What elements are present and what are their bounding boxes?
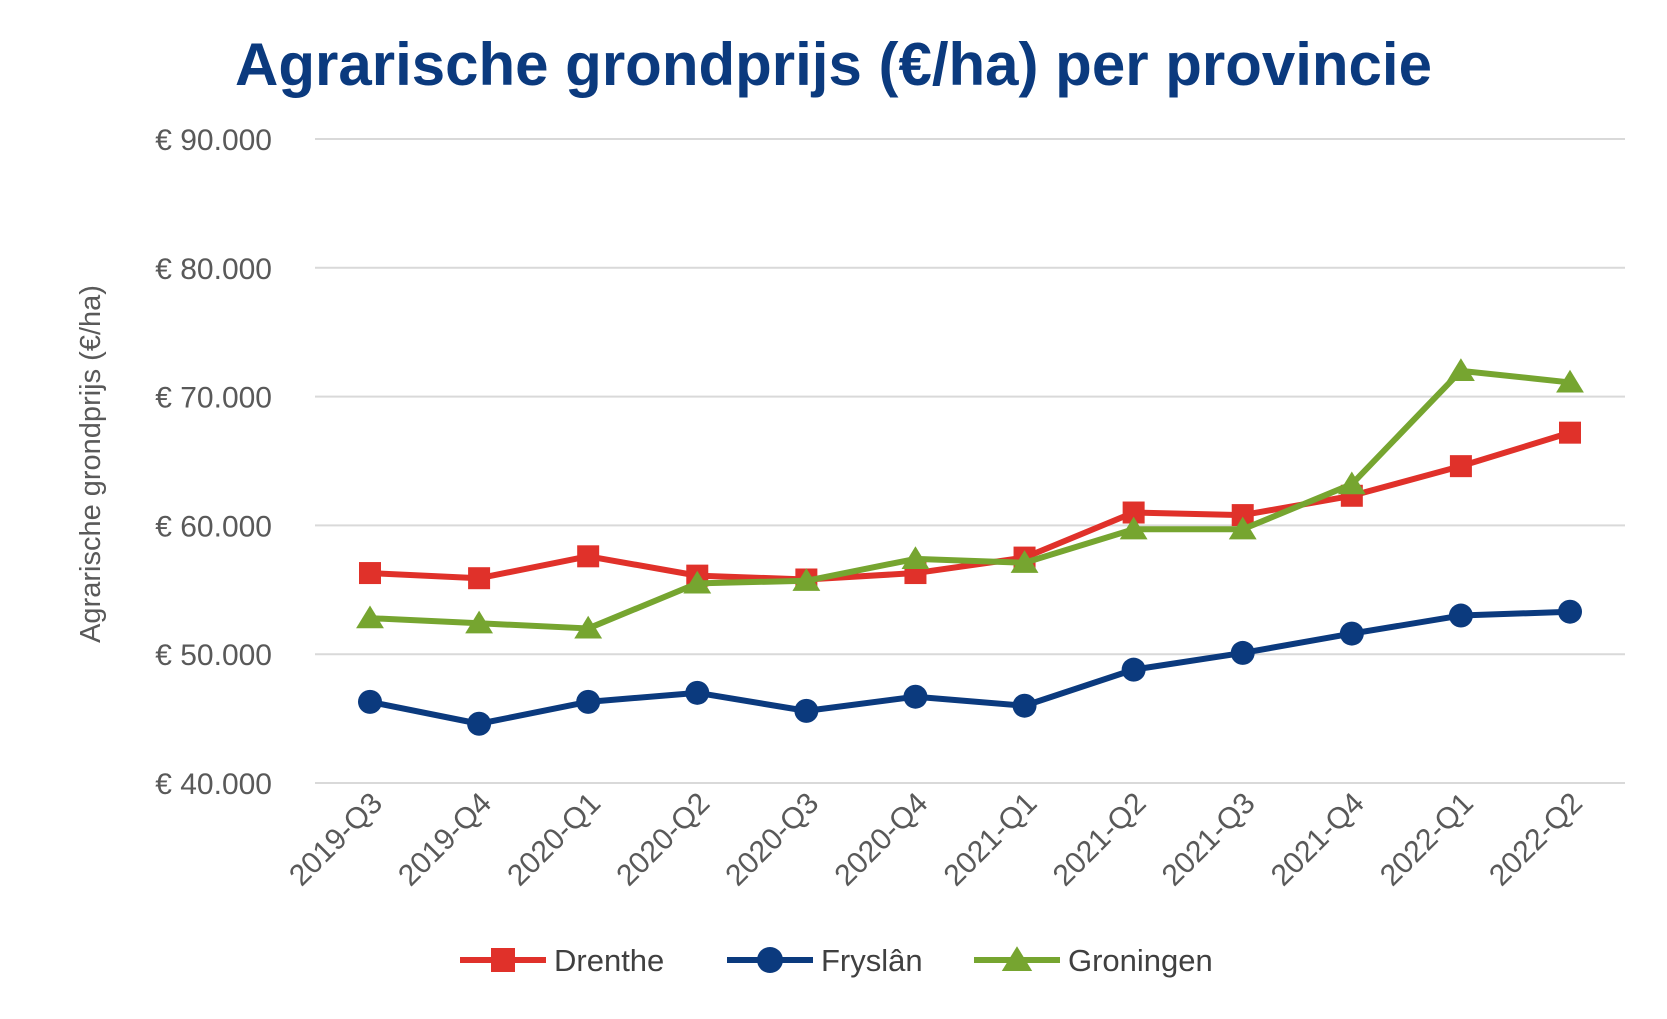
y-tick-label: € 40.000	[155, 768, 272, 801]
data-point-triangle	[1119, 516, 1148, 540]
legend-label: Drenthe	[554, 943, 664, 978]
data-point-circle	[1558, 599, 1582, 624]
series-lines	[356, 358, 1584, 736]
legend-item: Drenthe	[460, 943, 664, 978]
data-point-circle	[1121, 657, 1146, 682]
data-point-square	[1559, 421, 1581, 444]
x-tick-label: 2020-Q3	[719, 787, 825, 893]
legend-item: Fryslân	[727, 943, 923, 978]
x-tick-label: 2020-Q4	[829, 787, 935, 893]
data-point-square	[1122, 501, 1145, 524]
x-tick-label: 2022-Q1	[1374, 787, 1480, 893]
data-point-triangle	[901, 546, 930, 570]
y-tick-label: € 70.000	[155, 382, 272, 415]
gridlines	[315, 138, 1625, 784]
series-line	[367, 608, 1573, 727]
y-axis-tick-labels: € 40.000 € 50.000 € 60.000 € 70.000 € 80.000…	[155, 124, 272, 801]
x-tick-label: 2021-Q1	[938, 787, 1044, 893]
series-groningen	[356, 358, 1584, 639]
legend: Drenthe Fryslân Groningen	[460, 943, 1213, 978]
data-point-square	[577, 545, 600, 568]
data-point-circle	[1339, 621, 1364, 646]
data-point-triangle	[1337, 471, 1366, 495]
x-tick-label: 2020-Q2	[610, 787, 716, 893]
x-tick-label: 2021-Q4	[1265, 787, 1371, 893]
data-point-circle	[903, 684, 928, 709]
data-point-triangle	[1010, 550, 1039, 573]
data-point-circle	[757, 947, 783, 973]
data-point-square	[1231, 504, 1254, 527]
data-point-circle	[1230, 640, 1255, 665]
data-point-triangle	[465, 610, 494, 634]
data-point-circle	[1448, 603, 1473, 628]
data-point-triangle	[574, 615, 603, 639]
legend-label: Fryslân	[821, 943, 923, 978]
data-point-triangle	[792, 568, 821, 591]
y-tick-label: € 50.000	[155, 639, 272, 672]
series-frysl-n	[358, 599, 1582, 736]
chart-title: Agrarische grondprijs (€/ha) per provinc…	[235, 31, 1432, 98]
series-drenthe	[359, 421, 1581, 591]
data-point-triangle	[683, 570, 712, 594]
y-tick-label: € 60.000	[155, 510, 272, 543]
data-point-circle	[794, 698, 819, 723]
x-axis-tick-labels: 2019-Q3 2019-Q4 2020-Q1 2020-Q2 2020-Q3 2020-…	[283, 787, 1589, 893]
data-point-circle	[1012, 693, 1037, 718]
data-point-triangle	[1228, 516, 1257, 540]
legend-item: Groningen	[974, 943, 1213, 978]
data-point-square	[1449, 455, 1472, 478]
data-point-square	[491, 948, 515, 972]
data-point-triangle	[1001, 946, 1033, 972]
data-point-circle	[467, 711, 492, 736]
y-tick-label: € 90.000	[155, 124, 272, 157]
series-line	[367, 367, 1573, 632]
data-point-triangle	[1446, 358, 1475, 381]
data-point-circle	[358, 689, 382, 714]
x-tick-label: 2019-Q4	[392, 787, 498, 893]
data-point-square	[468, 567, 491, 590]
x-tick-label: 2019-Q3	[283, 787, 389, 893]
x-tick-label: 2021-Q3	[1156, 787, 1262, 893]
x-tick-label: 2020-Q1	[501, 787, 607, 893]
x-tick-label: 2021-Q2	[1047, 787, 1153, 893]
data-point-triangle	[356, 605, 384, 629]
data-point-triangle	[1556, 369, 1584, 393]
data-point-circle	[685, 680, 710, 705]
series-line	[367, 429, 1573, 583]
data-point-circle	[576, 689, 601, 714]
x-tick-label: 2022-Q2	[1483, 787, 1589, 893]
legend-label: Groningen	[1068, 943, 1213, 978]
y-axis-title: Agrarische grondprijs (€/ha)	[75, 285, 107, 643]
data-point-square	[359, 562, 381, 585]
y-tick-label: € 80.000	[155, 253, 272, 286]
